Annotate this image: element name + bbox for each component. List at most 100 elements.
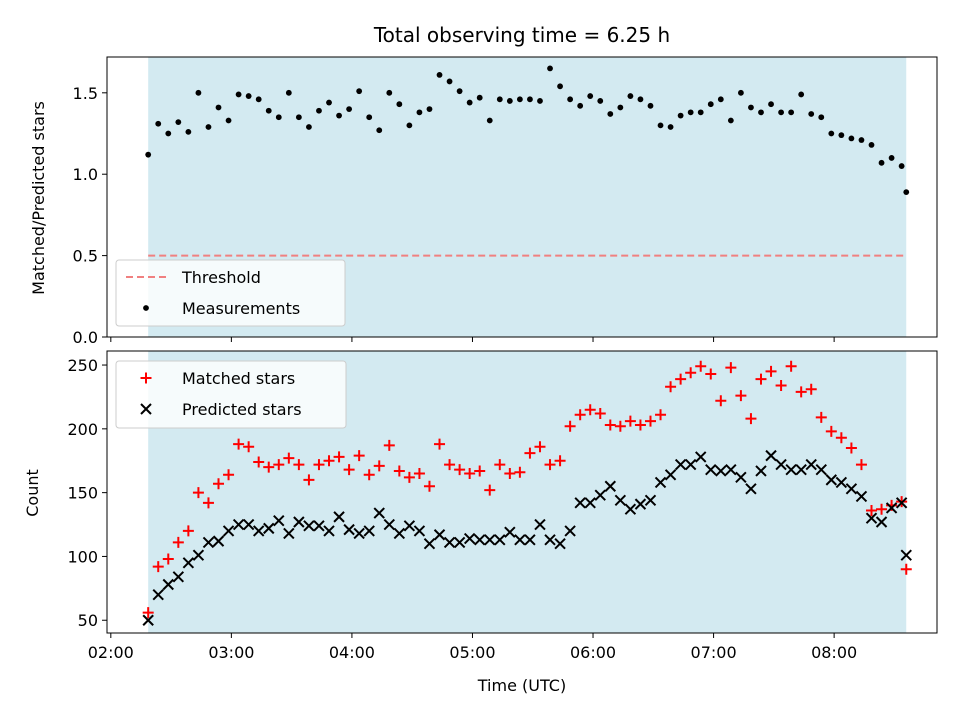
predicted-star-point <box>684 458 697 471</box>
matched-star-point <box>866 505 877 517</box>
x-tick-label: 06:00 <box>570 643 616 662</box>
measurement-point <box>748 104 754 111</box>
measurement-point <box>436 72 443 78</box>
predicted-star-point <box>172 571 185 583</box>
measurement-point <box>496 96 503 103</box>
matched-star-point <box>303 474 315 486</box>
measurement-point <box>687 109 694 116</box>
measurement-point <box>768 101 774 108</box>
matched-star-point <box>785 360 797 372</box>
predicted-star-point <box>574 497 586 509</box>
measurement-point <box>627 93 634 99</box>
predicted-star-point <box>403 520 416 532</box>
measurement-point <box>657 122 664 129</box>
matched-star-point <box>182 525 194 537</box>
predicted-star-point <box>383 518 395 531</box>
measurement-point <box>185 128 192 135</box>
measurement-point <box>245 93 252 99</box>
measurement-point <box>848 135 855 142</box>
predicted-star-point <box>634 498 647 510</box>
matched-star-point <box>554 455 566 467</box>
predicted-star-point <box>273 515 285 527</box>
bottom-y-axis-label: Count <box>23 469 42 517</box>
measurement-point <box>577 102 584 109</box>
predicted-star-point <box>705 463 717 476</box>
matched-star-point <box>594 408 606 420</box>
matched-star-point <box>604 419 616 431</box>
matched-star-point <box>574 409 586 421</box>
measurement-point <box>647 102 654 109</box>
predicted-star-point <box>293 516 305 528</box>
predicted-star-point <box>584 497 596 509</box>
bottom-panel: 50 100 150 200 250 02:00 03:00 04:00 05:00 06:00 0… <box>67 350 938 662</box>
legend-marker <box>140 372 152 384</box>
matched-star-point <box>534 441 546 453</box>
measurement-point <box>617 104 624 111</box>
matched-star-point <box>413 467 425 479</box>
measurement-point <box>406 122 413 129</box>
measurement-point <box>888 155 895 161</box>
measurement-point <box>607 111 614 117</box>
predicted-star-point <box>303 520 315 532</box>
measurement-point <box>707 101 714 108</box>
measurement-point <box>295 114 302 121</box>
predicted-star-point <box>524 534 536 546</box>
measurement-point <box>828 130 835 137</box>
measurement-point <box>175 119 182 126</box>
plot-frame <box>106 350 938 634</box>
predicted-star-point <box>242 518 255 531</box>
measurement-point <box>903 189 910 196</box>
top-y-axis-label: Matched/Predicted stars <box>29 101 48 295</box>
predicted-star-point <box>192 549 205 561</box>
predicted-star-point <box>544 534 556 546</box>
measurement-point <box>717 96 724 103</box>
measurement-point <box>426 106 433 112</box>
predicted-star-point <box>373 507 385 519</box>
measurement-point <box>868 142 875 148</box>
chart-title: Total observing time = 6.25 h <box>373 23 670 47</box>
x-tick-label: 04:00 <box>329 643 375 662</box>
predicted-star-point <box>473 534 486 546</box>
predicted-star-point <box>594 489 606 501</box>
measurement-point <box>416 109 423 116</box>
measurement-point <box>637 96 644 103</box>
measurement-point <box>878 159 885 166</box>
matched-star-point <box>805 383 817 395</box>
predicted-star-point <box>725 463 737 476</box>
matched-star-point <box>293 459 305 471</box>
predicted-star-point <box>313 520 325 532</box>
measurement-point <box>557 83 563 90</box>
measurement-point <box>145 151 152 158</box>
matched-star-point <box>223 469 235 481</box>
matched-star-point <box>162 553 174 565</box>
measurement-point <box>336 112 342 119</box>
matched-star-point <box>795 386 807 398</box>
matched-star-point <box>192 487 204 499</box>
y-tick-label: 100 <box>67 547 98 566</box>
matched-star-point <box>373 460 385 472</box>
matched-star-point <box>444 459 456 471</box>
matched-star-point <box>715 395 727 407</box>
matched-star-point <box>233 438 245 450</box>
matched-star-point <box>383 439 395 451</box>
measurement-point <box>727 117 734 124</box>
matched-star-point <box>283 452 295 464</box>
legend-label: Threshold <box>181 268 261 287</box>
predicted-star-point <box>614 494 627 507</box>
predicted-star-point <box>835 476 848 489</box>
predicted-star-point <box>745 483 757 495</box>
matched-star-point <box>323 455 335 467</box>
measurement-point <box>547 65 553 72</box>
predicted-star-point <box>142 614 154 626</box>
measurement-point <box>215 104 222 111</box>
matched-star-point <box>765 365 777 377</box>
matched-star-point <box>775 379 787 391</box>
matched-star-point <box>564 420 576 432</box>
matched-star-point <box>464 467 476 479</box>
matched-star-point <box>172 536 184 548</box>
matched-star-point <box>855 459 867 471</box>
measurement-point <box>356 88 363 95</box>
measurement-point <box>376 127 383 134</box>
predicted-star-point <box>795 463 807 476</box>
